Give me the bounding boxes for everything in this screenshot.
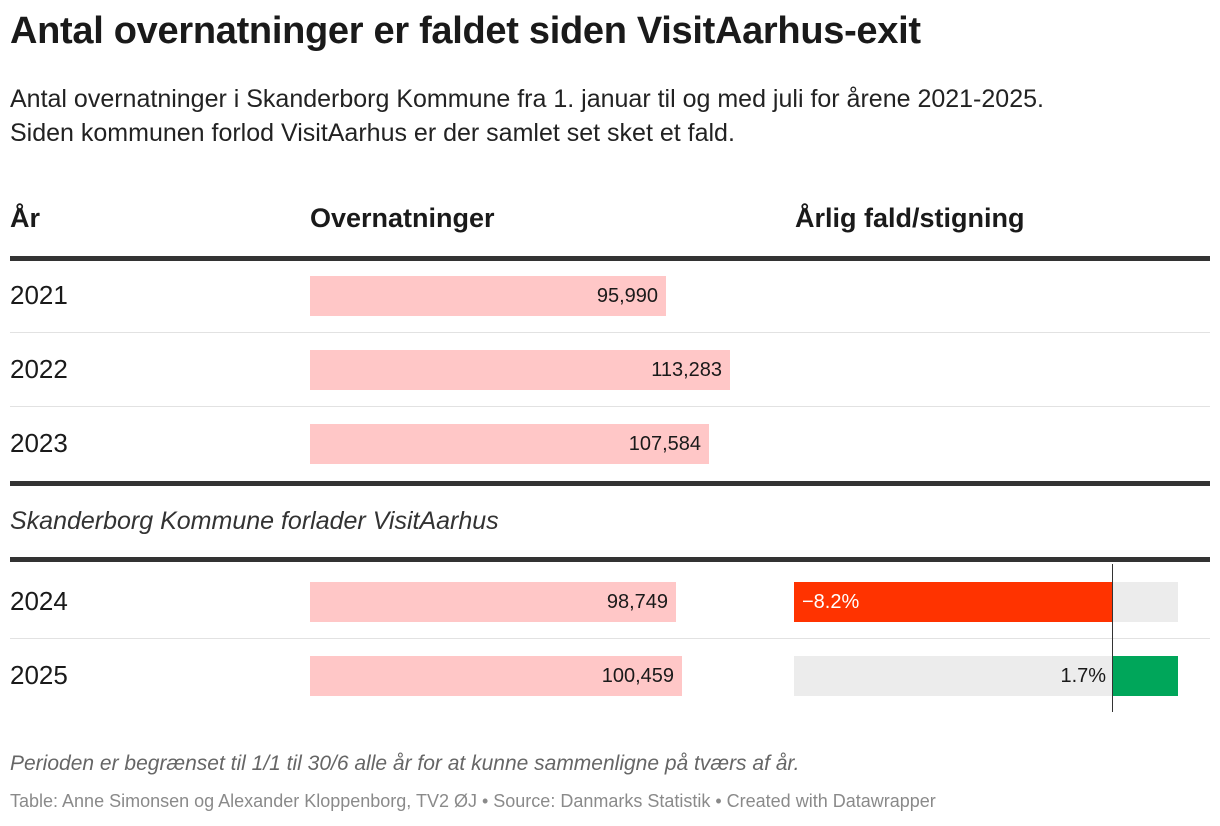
year-cell: 2022 xyxy=(10,354,68,384)
row-divider xyxy=(10,332,1210,333)
footnote: Perioden er begrænset til 1/1 til 30/6 a… xyxy=(10,752,800,775)
year-cell: 2021 xyxy=(10,280,68,310)
chart-title: Antal overnatninger er faldet siden Visi… xyxy=(10,10,921,52)
value-bar xyxy=(310,350,730,390)
value-label: 98,749 xyxy=(606,591,668,613)
value-bar xyxy=(310,582,676,622)
change-label: −8.2% xyxy=(802,591,860,613)
change-label: 1.7% xyxy=(1060,665,1107,687)
zero-axis-line xyxy=(1112,564,1113,712)
chart-subtitle: Antal overnatninger i Skanderborg Kommun… xyxy=(10,82,1210,150)
header-stays: Overnatninger xyxy=(310,203,495,233)
credit-line: Table: Anne Simonsen og Alexander Kloppe… xyxy=(10,791,936,811)
year-cell: 2024 xyxy=(10,586,68,616)
year-cell: 2025 xyxy=(10,660,68,690)
header-change: Årlig fald/stigning xyxy=(795,203,1025,233)
value-label: 107,584 xyxy=(628,433,701,455)
change-bar-positive xyxy=(1112,656,1178,696)
value-bar xyxy=(310,424,709,464)
value-bar xyxy=(310,276,666,316)
group-label: Skanderborg Kommune forlader VisitAarhus xyxy=(10,507,499,535)
header-divider xyxy=(10,256,1210,261)
row-divider xyxy=(10,638,1210,639)
group-divider-bottom xyxy=(10,557,1210,562)
group-divider-top xyxy=(10,481,1210,486)
subtitle-line-1: Antal overnatninger i Skanderborg Kommun… xyxy=(10,85,1044,113)
year-cell: 2023 xyxy=(10,428,68,458)
value-label: 95,990 xyxy=(596,285,658,307)
header-year: År xyxy=(10,203,41,233)
value-bar xyxy=(310,656,682,696)
subtitle-line-2: Siden kommunen forlod VisitAarhus er der… xyxy=(10,119,735,147)
row-divider xyxy=(10,406,1210,407)
value-label: 100,459 xyxy=(601,665,674,687)
change-bar-negative xyxy=(794,582,1113,622)
value-label: 113,283 xyxy=(651,359,722,381)
